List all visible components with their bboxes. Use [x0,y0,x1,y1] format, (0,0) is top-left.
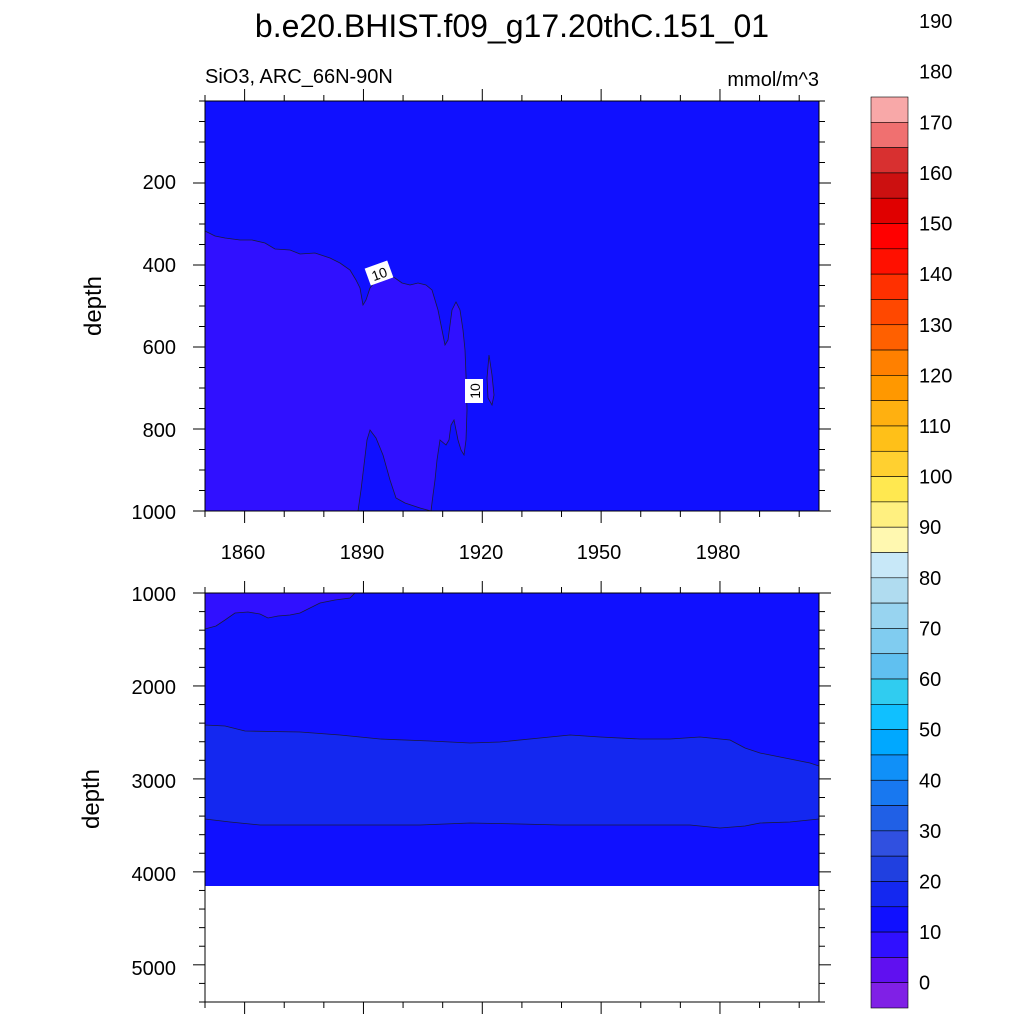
colorbar-cell [870,957,909,983]
colorbar-cell [870,602,909,629]
colorbar-label: 20 [919,871,941,893]
colorbar-cell [870,982,909,1009]
upper-ticks [193,89,831,523]
upper-tick-label: 600 [143,337,176,359]
upper-fill-5-10 [205,230,468,511]
colorbar-cell [870,628,909,655]
colorbar-label: 0 [919,973,930,995]
upper-x-tick-label: 1950 [577,542,622,564]
colorbar-label: 100 [919,467,952,489]
lower-tick-label: 5000 [132,958,177,980]
lower-tick-label: 4000 [132,864,177,886]
colorbar-cell [870,147,909,174]
colorbar-cell [870,881,909,908]
colorbar-label: 110 [919,416,951,438]
lower-tick-label: 3000 [132,771,177,793]
colorbar-cell [870,197,909,224]
colorbar-cell [870,122,909,148]
colorbar-label: 160 [919,163,952,185]
colorbar-label: 130 [919,315,952,337]
lower-panel: 1000 2000 3000 4000 5000 depth [78,581,831,1014]
colorbar-cell [870,96,909,123]
lower-tick-label: 2000 [132,677,177,699]
colorbar-cell [870,400,909,427]
colorbar-cell [870,931,909,958]
colorbar-label: 80 [919,568,941,590]
upper-x-tick-label: 1920 [459,542,504,564]
contour-label: 10 [465,379,483,403]
colorbar-cell [870,779,909,806]
colorbar-cell [870,754,909,781]
colorbar-cell [870,324,909,351]
upper-panel: 200 400 600 800 1000 1860 1890 1920 1950… [80,89,831,564]
colorbar-label: 120 [919,365,952,387]
lower-fill-15-20 [205,724,819,829]
lower-fill-5-10 [205,593,356,630]
colorbar-cell [870,425,909,452]
upper-y-axis-label: depth [80,276,107,336]
colorbar-cells [870,96,909,1009]
colorbar-cell [870,552,909,579]
upper-tick-label: 1000 [132,502,177,524]
lower-y-axis-label: depth [78,769,105,829]
colorbar-cell [870,805,909,832]
upper-x-tick-label: 1890 [340,542,385,564]
colorbar-cell [870,577,909,604]
colorbar-label: 180 [919,62,952,84]
contour-label-text: 10 [467,383,483,399]
colorbar-label: 50 [919,720,941,742]
lower-ticks [193,581,831,1014]
colorbar-label: 40 [919,770,941,792]
colorbar-cell [870,729,909,756]
colorbar-label: 150 [919,214,952,236]
colorbar-cell [870,906,909,933]
colorbar-cell [870,450,909,477]
colorbar-label: 70 [919,618,941,640]
upper-x-tick-label: 1860 [221,542,266,564]
colorbar-cell [870,653,909,680]
colorbar-cell [870,476,909,503]
colorbar-label: 30 [919,821,941,843]
contour-label-text: 10 [369,264,389,284]
upper-fill-5-10-small [486,354,495,407]
colorbar-label: 170 [919,112,952,134]
colorbar-cell [870,855,909,882]
colorbar-label: 190 [919,11,952,33]
colorbar: 0 10 20 30 40 50 60 70 80 90 100 110 120 130 140 150 160… [870,11,952,1009]
colorbar-cell [870,299,909,326]
colorbar-cell [870,501,909,528]
lower-tick-label: 1000 [132,584,177,606]
colorbar-label: 140 [919,264,952,286]
colorbar-label: 10 [919,922,941,944]
colorbar-cell [870,273,909,300]
colorbar-cell [870,223,909,250]
colorbar-cell [870,526,909,553]
upper-tick-label: 800 [143,420,176,442]
colorbar-cell [870,375,909,401]
colorbar-labels: 0 10 20 30 40 50 60 70 80 90 100 110 120 130 140 150 160… [919,11,952,995]
colorbar-cell [870,704,909,730]
upper-tick-label: 200 [143,172,176,194]
upper-tick-label: 400 [143,255,176,277]
colorbar-cell [870,172,909,199]
colorbar-label: 90 [919,517,941,539]
contour-label: 10 [364,260,394,286]
upper-x-tick-label: 1980 [696,542,741,564]
colorbar-cell [870,678,909,705]
colorbar-label: 60 [919,669,941,691]
colorbar-cell [870,248,909,275]
chart-title: b.e20.BHIST.f09_g17.20thC.151_01 [255,8,769,44]
colorbar-cell [870,830,909,857]
chart-subtitle-left: SiO3, ARC_66N-90N [205,66,393,88]
chart-subtitle-right: mmol/m^3 [727,69,819,91]
colorbar-cell [870,349,909,376]
